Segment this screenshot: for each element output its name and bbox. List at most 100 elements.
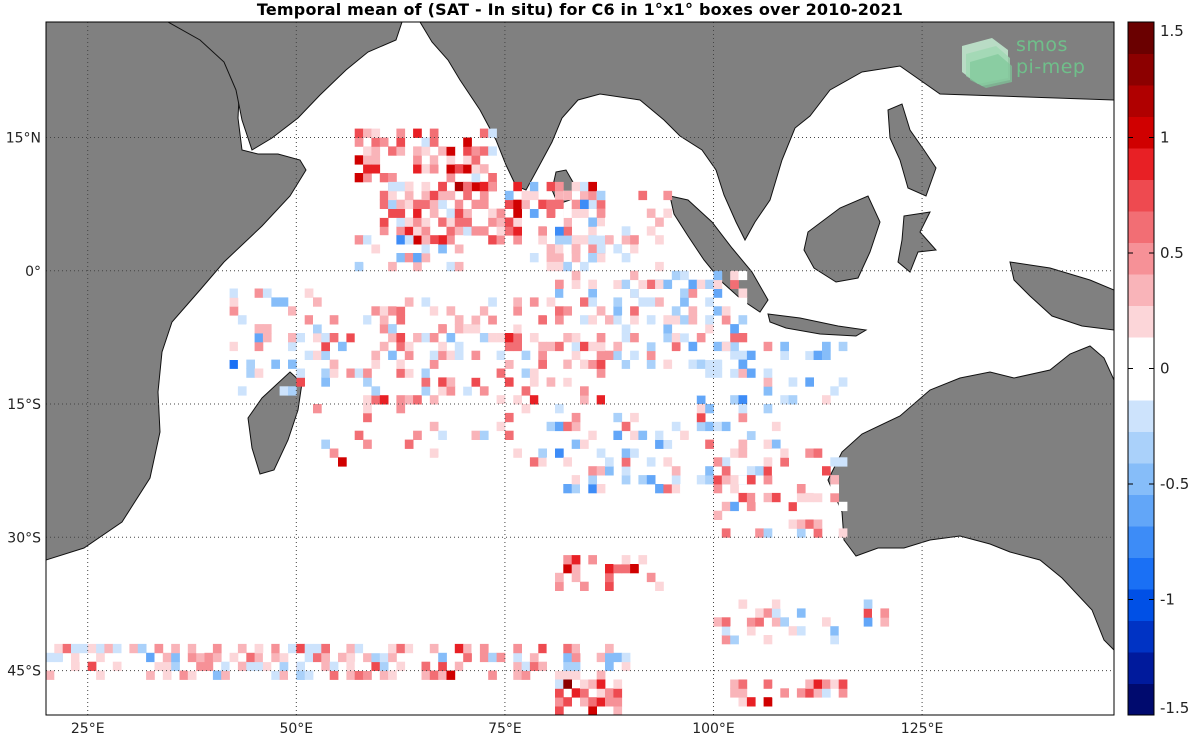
heatmap-cell xyxy=(563,457,572,467)
heatmap-cell xyxy=(529,377,539,387)
heatmap-cell xyxy=(413,253,422,263)
heatmap-cell xyxy=(580,643,589,654)
heatmap-cell xyxy=(379,190,389,201)
heatmap-cell xyxy=(413,146,422,156)
heatmap-cell xyxy=(805,519,814,529)
philippines-islands xyxy=(887,103,937,197)
heatmap-cell xyxy=(721,475,731,485)
heatmap-cell xyxy=(671,350,681,360)
heatmap-cell xyxy=(630,279,639,289)
heatmap-cell xyxy=(730,448,739,458)
heatmap-cell xyxy=(71,661,80,671)
heatmap-cell xyxy=(838,501,848,512)
heatmap-cell xyxy=(646,208,656,218)
heatmap-cell xyxy=(571,359,581,369)
heatmap-cell xyxy=(605,643,614,654)
heatmap-cell xyxy=(563,208,572,218)
heatmap-cell xyxy=(396,306,406,316)
heatmap-cell xyxy=(713,510,723,520)
colorbar-segment xyxy=(1128,557,1154,590)
heatmap-cell xyxy=(763,439,773,449)
heatmap-cell xyxy=(379,217,389,227)
heatmap-cell xyxy=(421,377,431,387)
heatmap-cell xyxy=(471,324,481,334)
heatmap-cell xyxy=(563,670,572,680)
heatmap-cell xyxy=(780,448,789,458)
heatmap-cell xyxy=(613,555,623,565)
heatmap-cell xyxy=(730,679,739,689)
heatmap-cell xyxy=(596,226,606,236)
heatmap-cell xyxy=(580,439,589,449)
heatmap-cell xyxy=(438,661,447,671)
heatmap-cell xyxy=(488,315,497,325)
heatmap-cell xyxy=(705,439,714,449)
heatmap-cell xyxy=(780,377,789,387)
heatmap-cell xyxy=(413,643,422,654)
heatmap-cell xyxy=(746,617,756,627)
heatmap-cell xyxy=(680,324,689,334)
heatmap-cell xyxy=(813,688,823,698)
heatmap-cell xyxy=(655,217,664,227)
heatmap-cell xyxy=(454,661,464,671)
heatmap-cell xyxy=(529,297,539,307)
heatmap-cell xyxy=(296,643,305,654)
heatmap-cell xyxy=(363,661,372,671)
heatmap-cell xyxy=(563,190,572,201)
heatmap-cell xyxy=(630,244,639,254)
heatmap-cell xyxy=(605,564,614,574)
heatmap-cell xyxy=(621,466,631,476)
heatmap-cell xyxy=(563,679,572,689)
heatmap-cell xyxy=(596,430,606,440)
heatmap-cell xyxy=(354,333,364,343)
heatmap-cell xyxy=(454,315,464,325)
heatmap-cell xyxy=(521,199,531,209)
heatmap-cell xyxy=(830,457,839,467)
heatmap-cell xyxy=(513,368,522,378)
heatmap-cell xyxy=(429,359,439,369)
heatmap-cell xyxy=(396,235,406,245)
heatmap-cell xyxy=(296,377,305,387)
heatmap-cell xyxy=(146,652,155,663)
heatmap-cell xyxy=(313,315,322,325)
heatmap-cell xyxy=(513,226,522,236)
heatmap-cell xyxy=(596,244,606,254)
heatmap-cell xyxy=(421,137,431,147)
heatmap-cell xyxy=(538,457,547,467)
heatmap-cell xyxy=(596,350,606,360)
heatmap-cell xyxy=(746,421,756,432)
heatmap-cell xyxy=(613,341,623,352)
heatmap-cell xyxy=(738,475,748,485)
heatmap-cell xyxy=(187,670,197,680)
heatmap-cell xyxy=(463,386,472,396)
heatmap-cell xyxy=(196,643,205,654)
heatmap-cell xyxy=(588,697,597,707)
heatmap-cell xyxy=(271,297,280,307)
heatmap-cell xyxy=(438,181,447,192)
heatmap-cell xyxy=(613,688,623,698)
heatmap-cell xyxy=(388,670,397,680)
heatmap-cell xyxy=(446,226,456,236)
heatmap-cell xyxy=(746,501,756,512)
heatmap-cell xyxy=(538,181,547,192)
heatmap-cell xyxy=(796,528,806,538)
heatmap-cell xyxy=(555,261,564,272)
heatmap-cell xyxy=(738,448,748,458)
heatmap-cell xyxy=(680,288,689,298)
heatmap-cell xyxy=(171,643,180,654)
heatmap-cell xyxy=(454,164,464,174)
heatmap-cell xyxy=(96,670,105,680)
heatmap-cell xyxy=(421,208,431,218)
heatmap-cell xyxy=(446,137,456,147)
heatmap-cell xyxy=(421,226,431,236)
heatmap-cell xyxy=(621,226,631,236)
heatmap-cell xyxy=(563,377,572,387)
heatmap-cell xyxy=(438,430,447,440)
heatmap-cell xyxy=(463,146,472,156)
heatmap-cell xyxy=(555,235,564,245)
heatmap-cell xyxy=(354,128,364,138)
heatmap-cell xyxy=(262,288,272,298)
heatmap-cell xyxy=(588,253,597,263)
heatmap-cell xyxy=(379,208,389,218)
heatmap-cell xyxy=(288,386,297,396)
heatmap-cell xyxy=(379,137,389,147)
